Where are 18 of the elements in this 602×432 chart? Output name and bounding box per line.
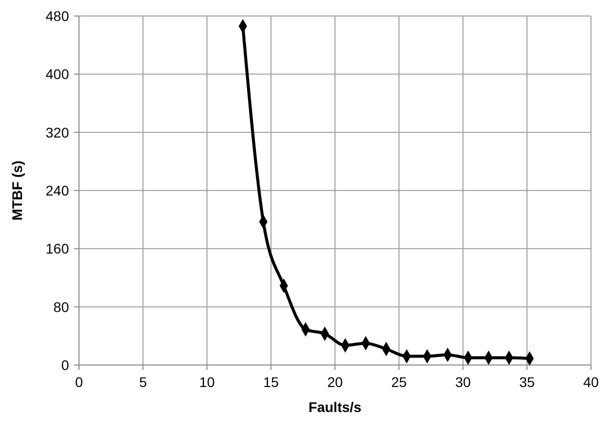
y-tick-label: 80 bbox=[53, 298, 70, 315]
x-tick-label: 40 bbox=[583, 374, 599, 390]
x-tick-label: 5 bbox=[139, 374, 148, 390]
x-tick-label: 10 bbox=[199, 374, 215, 390]
x-tick-label: 0 bbox=[75, 374, 84, 390]
y-tick-label: 320 bbox=[46, 124, 70, 140]
y-axis-title: MTBF (s) bbox=[9, 160, 25, 220]
x-tick-label: 35 bbox=[519, 374, 535, 390]
y-tick-label: 400 bbox=[46, 66, 70, 82]
x-tick-label: 20 bbox=[327, 374, 343, 390]
x-axis-title: Faults/s bbox=[308, 399, 362, 415]
x-tick-label: 15 bbox=[263, 374, 279, 390]
y-tick-label: 0 bbox=[61, 357, 70, 373]
y-tick-label: 240 bbox=[46, 182, 70, 198]
y-tick-label: 480 bbox=[46, 8, 70, 24]
y-tick-label: 160 bbox=[46, 240, 70, 257]
x-tick-label: 30 bbox=[455, 374, 471, 390]
x-tick-label: 25 bbox=[391, 374, 407, 390]
